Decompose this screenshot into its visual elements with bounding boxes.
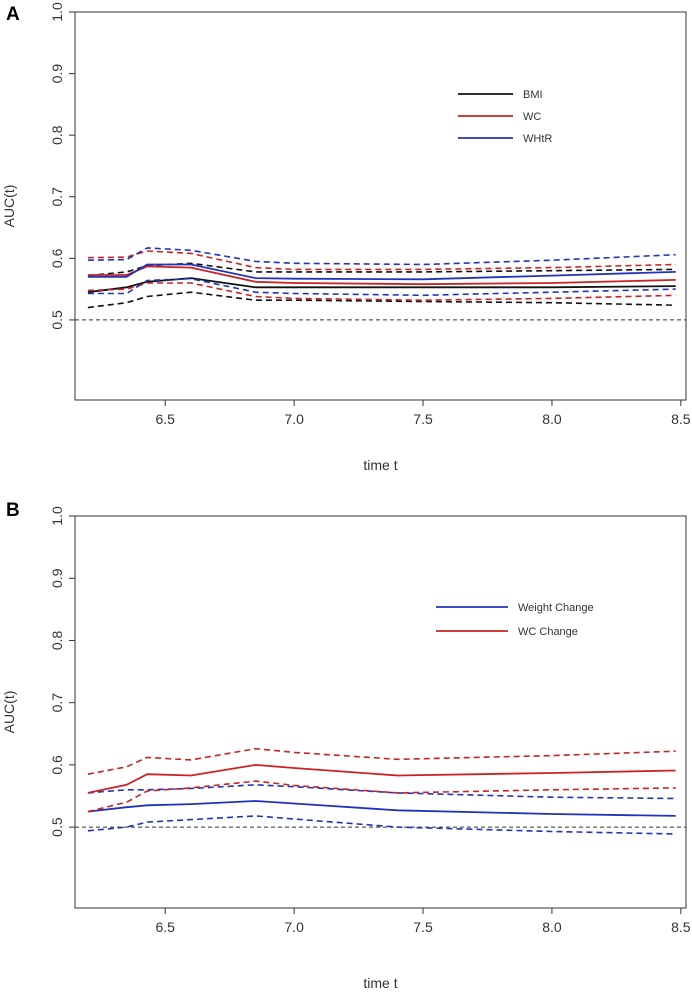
series-line-bmi-lower	[87, 291, 676, 309]
y-tick-label: 0.6	[49, 248, 65, 268]
plot-frame	[74, 515, 687, 909]
panel-b-label: B	[6, 500, 20, 521]
series-line-weight-change-upper	[87, 783, 676, 800]
y-tick-label: 0.8	[49, 631, 65, 651]
y-tick-label: 1.0	[49, 506, 65, 526]
chart-panel-a: 0.5 0.6 0.7 0.8 0.9 1.0 6.5 7.0 7.5 8.0 8.5 time t A…	[1, 2, 691, 473]
x-tick-label: 7.5	[413, 411, 433, 427]
series-line-wc-change	[87, 763, 676, 794]
x-tick-label: 7.5	[413, 919, 433, 935]
x-axis-title: time t	[363, 457, 397, 473]
x-tick-label: 8.5	[671, 919, 691, 935]
y-tick-label: 1.0	[49, 2, 65, 22]
series-line-wc-upper	[87, 250, 676, 271]
plot-frame	[74, 11, 687, 401]
series-line-bmi-upper	[87, 262, 676, 277]
y-tick-label: 0.9	[49, 64, 65, 84]
x-tick-label: 6.5	[155, 919, 175, 935]
legend-label-wc-change: WC Change	[518, 626, 578, 638]
series-line-whtr	[87, 263, 676, 281]
x-tick-label: 6.5	[155, 411, 175, 427]
x-tick-label: 8.0	[542, 411, 562, 427]
x-tick-label: 8.5	[671, 411, 691, 427]
x-axis-title: time t	[363, 975, 397, 991]
series-line-wc-change-lower	[87, 780, 676, 813]
series-line-whtr-lower	[87, 277, 676, 297]
y-axis-title: AUC(t)	[1, 691, 17, 734]
x-tick-label: 7.0	[284, 411, 304, 427]
y-tick-label: 0.9	[49, 568, 65, 588]
series-line-whtr-upper	[87, 247, 676, 266]
series-line-weight-change-lower	[87, 815, 676, 835]
legend-label-weight-change: Weight Change	[518, 602, 594, 614]
chart-panel-b: 0.5 0.6 0.7 0.8 0.9 1.0 6.5 7.0 7.5 8.0 8.5 time t A…	[1, 506, 691, 991]
series-line-wc-change-upper	[87, 747, 676, 775]
x-tick-label: 7.0	[284, 919, 304, 935]
y-tick-label: 0.7	[49, 693, 65, 713]
legend-label-whtr: WHtR	[523, 133, 552, 145]
series-line-weight-change	[87, 800, 676, 817]
y-axis-title: AUC(t)	[1, 185, 17, 228]
x-tick-label: 8.0	[542, 919, 562, 935]
y-tick-label: 0.7	[49, 187, 65, 207]
y-tick-label: 0.5	[49, 310, 65, 330]
series-line-bmi	[87, 277, 676, 294]
y-tick-label: 0.6	[49, 755, 65, 775]
y-tick-label: 0.5	[49, 817, 65, 837]
legend-label-wc: WC	[523, 111, 541, 123]
y-tick-label: 0.8	[49, 125, 65, 145]
legend-label-bmi: BMI	[523, 89, 543, 101]
panel-a-label: A	[6, 4, 20, 25]
series-line-wc-lower	[87, 282, 676, 302]
